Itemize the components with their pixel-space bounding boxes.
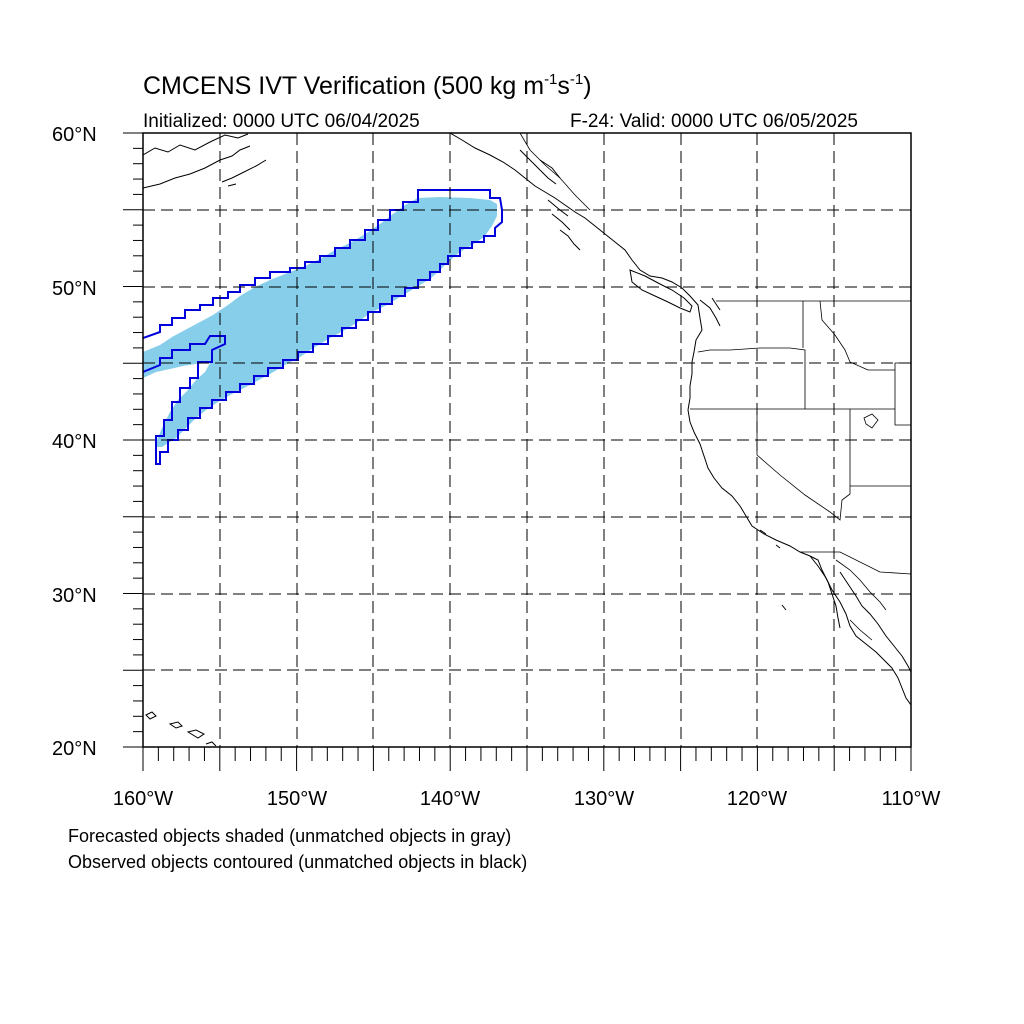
lon-label-140w: 140°W: [420, 788, 480, 810]
longitude-labels: 160°W 150°W 140°W 130°W 120°W 110°W: [113, 788, 941, 810]
lat-label-50: 50°N: [52, 278, 97, 300]
legend-observed: Observed objects contoured (unmatched ob…: [68, 852, 528, 872]
graticule: [143, 133, 911, 747]
forecast-object: [143, 197, 497, 447]
lon-label-150w: 150°W: [267, 788, 327, 810]
lon-label-130w: 130°W: [574, 788, 634, 810]
lon-label-160w: 160°W: [113, 788, 173, 810]
lon-label-110w: 110°W: [882, 788, 941, 810]
political-borders: [519, 133, 911, 641]
lon-label-120w: 120°W: [727, 788, 787, 810]
axis-ticks: [123, 132, 912, 771]
initialized-time: Initialized: 0000 UTC 06/04/2025: [143, 111, 420, 132]
latitude-labels: 60°N 50°N 40°N 30°N 20°N: [52, 124, 97, 760]
lat-label-30: 30°N: [52, 585, 97, 607]
legend-forecast: Forecasted objects shaded (unmatched obj…: [68, 826, 512, 846]
valid-time: F-24: Valid: 0000 UTC 06/05/2025: [570, 111, 858, 132]
lat-label-40: 40°N: [52, 431, 97, 453]
observed-contour: [143, 189, 503, 465]
lat-label-20: 20°N: [52, 738, 97, 760]
plot-title: CMCENS IVT Verification (500 kg m-1s-1): [143, 71, 592, 100]
lat-label-60: 60°N: [52, 124, 97, 146]
